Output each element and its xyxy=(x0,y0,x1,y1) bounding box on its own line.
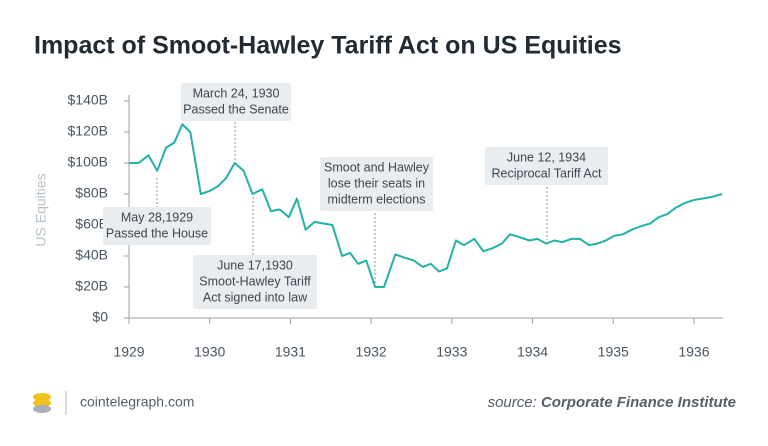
y-tick-label: $60B xyxy=(75,216,108,232)
y-tick-label: $120B xyxy=(68,123,108,139)
annotation-text: midterm elections xyxy=(328,192,426,206)
x-tick-label: 1932 xyxy=(356,344,387,360)
annotation-text: Smoot-Hawley Tariff xyxy=(199,274,311,288)
line xyxy=(129,123,723,288)
x-tick-label: 1935 xyxy=(598,344,629,360)
logo xyxy=(33,391,67,415)
x-tick-label: 1934 xyxy=(517,344,548,360)
x-tick-label: 1933 xyxy=(436,344,467,360)
annotation-text: Passed the House xyxy=(106,226,208,240)
annotation-text: May 28,1929 xyxy=(121,210,193,224)
y-axis-label: US Equities xyxy=(33,173,49,246)
x-tick-label: 1936 xyxy=(678,344,709,360)
annotation-text: Passed the Senate xyxy=(183,102,289,116)
y-tick-label: $140B xyxy=(68,92,108,108)
y-tick-label: $0 xyxy=(92,309,108,325)
annotation-box xyxy=(103,207,211,245)
y-tick-label: $40B xyxy=(75,247,108,263)
source-name: Corporate Finance Institute xyxy=(541,394,736,411)
annotation-text: Smoot and Hawley xyxy=(324,160,430,174)
annotation-text: June 17,1930 xyxy=(217,258,293,272)
annotation-text: Act signed into law xyxy=(203,290,308,304)
annotation-text: Reciprocal Tariff Act xyxy=(491,166,602,180)
annotation-box xyxy=(181,83,291,121)
source-prefix: source: xyxy=(488,394,537,411)
annotation-text: June 12, 1934 xyxy=(507,150,586,164)
y-tick-label: $80B xyxy=(75,185,108,201)
annotation-box xyxy=(485,147,608,185)
annotation-box xyxy=(193,255,317,309)
annotation-box xyxy=(320,157,433,211)
y-tick-label: $20B xyxy=(75,278,108,294)
x-tick-label: 1931 xyxy=(275,344,306,360)
site-name: cointelegraph.com xyxy=(80,394,194,410)
chart-title: Impact of Smoot-Hawley Tariff Act on US … xyxy=(34,32,622,60)
x-tick-label: 1929 xyxy=(113,344,144,360)
x-tick-label: 1930 xyxy=(194,344,225,360)
source: source: Corporate Finance Institute xyxy=(488,394,736,411)
y-tick-label: $100B xyxy=(68,154,108,170)
annotation-text: March 24, 1930 xyxy=(193,86,280,100)
annotation-text: lose their seats in xyxy=(328,176,425,190)
